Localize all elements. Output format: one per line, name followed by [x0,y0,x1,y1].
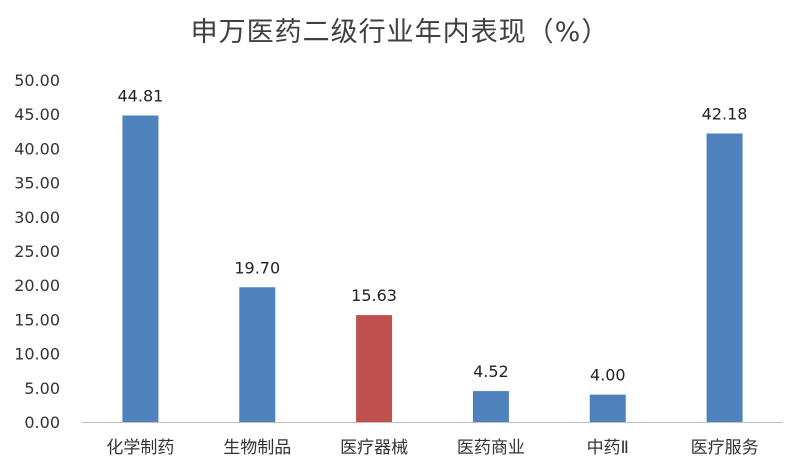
bar-5 [589,394,626,422]
y-tick-label: 0.00 [24,413,60,432]
y-tick-label: 45.00 [14,105,60,124]
data-label: 42.18 [702,104,748,123]
y-tick-label: 50.00 [14,71,60,90]
bar-3 [356,315,393,422]
data-label: 4.00 [590,366,626,385]
x-category-label: 医疗器械 [340,438,408,458]
bar-4 [472,391,509,422]
y-tick-label: 35.00 [14,174,60,193]
y-tick-label: 5.00 [24,379,60,398]
y-tick-label: 25.00 [14,242,60,261]
x-category-label: 中药Ⅱ [587,438,629,458]
y-tick-label: 10.00 [14,345,60,364]
data-label: 19.70 [234,258,280,277]
bar-2 [239,287,276,422]
data-label: 15.63 [351,286,397,305]
data-label: 44.81 [118,86,164,105]
y-tick-label: 20.00 [14,276,60,295]
x-category-label: 生物制品 [223,438,291,458]
bar-6 [706,133,743,422]
y-tick-label: 40.00 [14,139,60,158]
bar-1 [122,115,159,422]
x-category-label: 医药商业 [457,438,525,458]
chart-title: 申万医药二级行业年内表现（%） [190,17,610,48]
y-tick-label: 30.00 [14,208,60,227]
data-label: 4.52 [473,362,509,381]
y-tick-label: 15.00 [14,310,60,329]
x-category-label: 化学制药 [106,438,174,458]
x-category-label: 医疗服务 [691,438,759,458]
